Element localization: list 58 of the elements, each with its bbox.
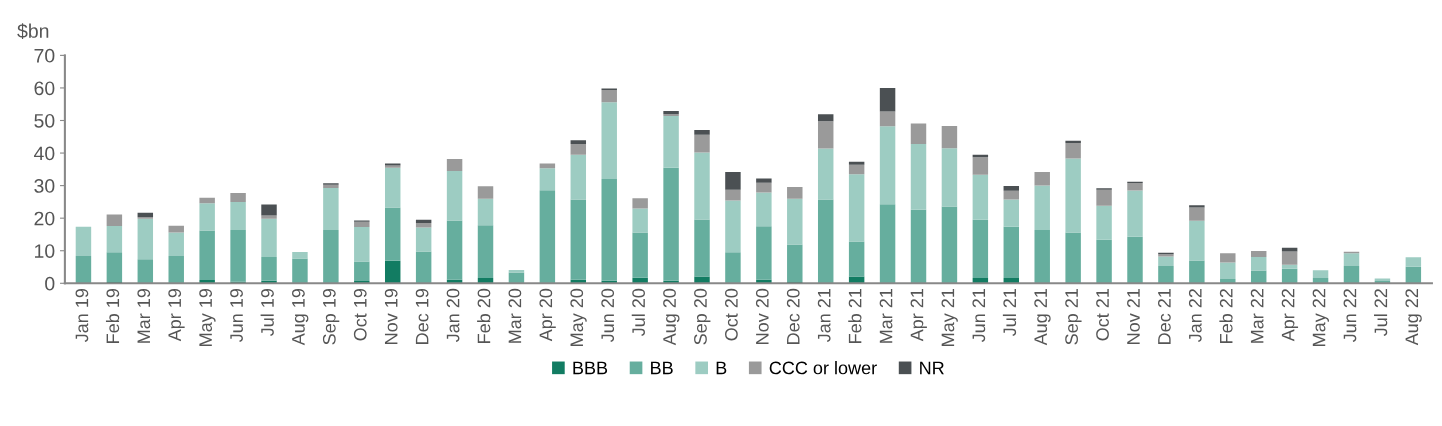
x-tick-label: Nov 20 — [755, 288, 769, 344]
x-tick-label: Aug 19 — [292, 289, 309, 346]
y-tick-label: 20 — [34, 211, 55, 226]
y-tick-label: 50 — [34, 113, 55, 128]
x-tick-label: Mar 21 — [879, 289, 893, 343]
x-tick-label: Oct 20 — [725, 288, 738, 341]
x-tick-label: Jun 19 — [230, 289, 243, 343]
x-tick-label: Jan 22 — [1188, 289, 1202, 343]
legend-label: CCC or lower — [769, 361, 877, 375]
x-tick-label: Jun 21 — [972, 289, 986, 343]
x-tick-label: Jan 21 — [817, 289, 831, 343]
x-tick-label: Jan 20 — [446, 288, 460, 343]
x-tick-label: Apr 22 — [1281, 289, 1299, 342]
x-tick-label: Aug 20 — [663, 288, 680, 346]
x-tick-label: Nov 19 — [384, 289, 398, 344]
legend-label: BB — [651, 361, 673, 375]
x-tick-label: Apr 20 — [539, 288, 556, 342]
legend-label: NR — [920, 361, 944, 375]
x-tick-label: Jul 19 — [260, 289, 274, 337]
x-tick-label: Apr 19 — [168, 289, 185, 342]
x-tick-label: Aug 22 — [1405, 289, 1422, 346]
x-tick-label: Mar 19 — [137, 289, 151, 343]
x-tick-label: Mar 20 — [508, 288, 522, 343]
x-tick-label: Jun 20 — [601, 288, 615, 343]
x-tick-label: Sep 19 — [322, 289, 340, 345]
x-tick-label: Mar 22 — [1250, 289, 1264, 343]
x-tick-label: Feb 21 — [848, 289, 862, 343]
x-tick-label: Sep 20 — [694, 288, 711, 345]
x-tick-label: Feb 19 — [105, 289, 120, 343]
x-tick-label: May 19 — [199, 289, 216, 346]
x-tick-label: May 20 — [570, 288, 587, 346]
x-tick-label: Feb 22 — [1219, 289, 1233, 343]
y-tick-label: 10 — [35, 244, 55, 258]
y-tick-label: 60 — [34, 81, 55, 96]
x-tick-label: Nov 21 — [1127, 289, 1140, 344]
y-axis-title: $bn — [17, 23, 49, 40]
x-tick-label: Dec 21 — [1157, 289, 1171, 344]
y-tick-label: 70 — [34, 48, 55, 63]
x-tick-label: Dec 19 — [415, 289, 429, 344]
x-tick-label: May 22 — [1312, 289, 1329, 346]
x-tick-label: Apr 21 — [910, 289, 927, 342]
x-tick-label: Oct 19 — [353, 289, 367, 341]
y-tick-label: 40 — [33, 146, 55, 161]
x-tick-label: Oct 21 — [1096, 289, 1109, 341]
x-tick-label: May 21 — [941, 289, 958, 346]
legend-label: BBB — [573, 361, 608, 375]
x-tick-label: Sep 21 — [1065, 289, 1082, 345]
x-tick-label: Dec 20 — [786, 288, 800, 344]
legend-label: B — [716, 361, 727, 375]
y-tick-label: 30 — [34, 179, 55, 193]
x-tick-label: Feb 20 — [477, 288, 491, 343]
x-tick-label: Jul 21 — [1002, 289, 1017, 337]
x-tick-label: Jul 22 — [1374, 289, 1388, 337]
x-tick-label: Jun 22 — [1343, 289, 1357, 343]
y-tick-label: 0 — [45, 276, 55, 291]
x-tick-label: Jul 20 — [631, 288, 645, 337]
x-tick-label: Jan 19 — [75, 289, 89, 343]
x-tick-label: Aug 21 — [1034, 289, 1051, 346]
